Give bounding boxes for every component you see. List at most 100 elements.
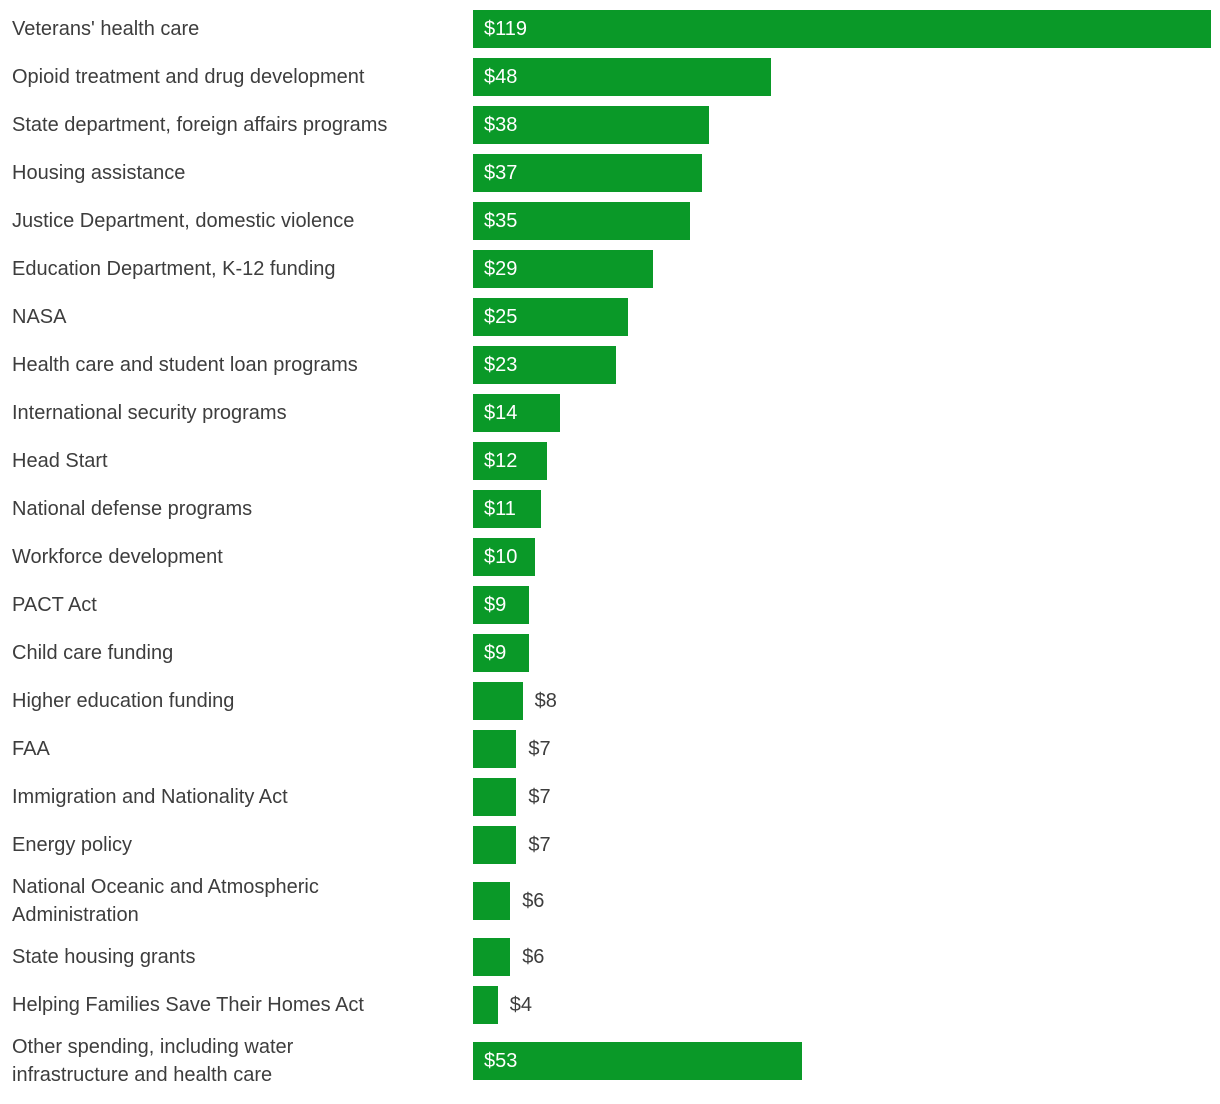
chart-row: Helping Families Save Their Homes Act $4 (0, 981, 1220, 1029)
chart-row: Higher education funding $8 (0, 677, 1220, 725)
bar-cell: $7 (461, 730, 1220, 768)
value-label-inside: $38 (484, 113, 518, 136)
bar: $23 (473, 346, 616, 384)
bar: $35 (473, 202, 690, 240)
bar-cell: $10 (461, 538, 1220, 576)
value-label-inside: $23 (484, 353, 518, 376)
bar (473, 826, 517, 864)
chart-row: State housing grants $6 (0, 933, 1220, 981)
bar (473, 730, 517, 768)
bar: $48 (473, 58, 771, 96)
value-label-inside: $14 (484, 401, 518, 424)
category-label: International security programs (12, 402, 287, 424)
chart-row: Energy policy $7 (0, 821, 1220, 869)
bar: $10 (473, 538, 535, 576)
value-label-inside: $53 (484, 1049, 518, 1072)
value-label-inside: $37 (484, 161, 518, 184)
chart-row: National Oceanic and Atmospheric Adminis… (0, 869, 1220, 933)
category-label: Health care and student loan programs (12, 354, 358, 376)
value-label-outside: $7 (528, 785, 551, 808)
bar (473, 882, 511, 920)
bar: $53 (473, 1042, 802, 1080)
bar-cell: $29 (461, 250, 1220, 288)
bar (473, 682, 523, 720)
value-label-inside: $29 (484, 257, 518, 280)
bar: $119 (473, 10, 1211, 48)
bar-cell: $6 (461, 882, 1220, 920)
category-label: Veterans' health care (12, 18, 200, 40)
category-label: National Oceanic and Atmospheric Adminis… (12, 876, 319, 926)
category-label: Workforce development (12, 546, 223, 568)
bar: $9 (473, 634, 529, 672)
value-label-inside: $9 (484, 593, 507, 616)
value-label-inside: $35 (484, 209, 518, 232)
category-label: Energy policy (12, 834, 133, 856)
bar-cell: $38 (461, 106, 1220, 144)
category-label: Opioid treatment and drug development (12, 66, 365, 88)
chart-row: Other spending, including water infrastr… (0, 1029, 1220, 1093)
value-label-inside: $10 (484, 545, 518, 568)
value-label-inside: $25 (484, 305, 518, 328)
chart-row: National defense programs $11 (0, 485, 1220, 533)
chart-row: Immigration and Nationality Act $7 (0, 773, 1220, 821)
chart-row: Veterans' health care $119 (0, 5, 1220, 53)
bar-cell: $9 (461, 586, 1220, 624)
value-label-inside: $9 (484, 641, 507, 664)
chart-row: State department, foreign affairs progra… (0, 101, 1220, 149)
bar-cell: $53 (461, 1042, 1220, 1080)
category-label: State department, foreign affairs progra… (12, 114, 388, 136)
bar-cell: $6 (461, 938, 1220, 976)
value-label-outside: $6 (522, 945, 545, 968)
chart-rows: Veterans' health care $119 Opioid treatm… (0, 5, 1220, 1093)
category-label: State housing grants (12, 946, 196, 968)
chart-row: Health care and student loan programs $2… (0, 341, 1220, 389)
category-label: Other spending, including water infrastr… (12, 1036, 294, 1086)
value-label-inside: $12 (484, 449, 518, 472)
bar (473, 986, 498, 1024)
bar-cell: $7 (461, 778, 1220, 816)
bar: $12 (473, 442, 548, 480)
chart-row: Housing assistance $37 (0, 149, 1220, 197)
chart-row: Opioid treatment and drug development $4… (0, 53, 1220, 101)
bar-cell: $11 (461, 490, 1220, 528)
bar-cell: $8 (461, 682, 1220, 720)
bar: $29 (473, 250, 653, 288)
chart-row: NASA $25 (0, 293, 1220, 341)
value-label-outside: $8 (534, 689, 557, 712)
value-label-inside: $48 (484, 65, 518, 88)
bar: $38 (473, 106, 709, 144)
value-label-outside: $7 (528, 833, 551, 856)
bar-cell: $14 (461, 394, 1220, 432)
category-label: NASA (12, 306, 67, 328)
bar (473, 778, 517, 816)
value-label-outside: $4 (509, 993, 533, 1016)
chart-row: Head Start $12 (0, 437, 1220, 485)
value-label-outside: $6 (522, 889, 545, 912)
bar-cell: $25 (461, 298, 1220, 336)
chart-row: Justice Department, domestic violence $3… (0, 197, 1220, 245)
bar-cell: $7 (461, 826, 1220, 864)
chart-row: FAA $7 (0, 725, 1220, 773)
category-label: Housing assistance (12, 162, 186, 184)
chart-row: PACT Act $9 (0, 581, 1220, 629)
bar: $9 (473, 586, 529, 624)
category-label: FAA (12, 738, 50, 760)
category-label: Child care funding (12, 642, 174, 664)
bar-cell: $4 (461, 986, 1220, 1024)
bar-cell: $48 (461, 58, 1220, 96)
value-label-outside: $7 (528, 737, 551, 760)
bar-cell: $9 (461, 634, 1220, 672)
category-label: National defense programs (12, 498, 253, 520)
bar (473, 938, 511, 976)
chart-row: International security programs $14 (0, 389, 1220, 437)
bar: $14 (473, 394, 560, 432)
bar: $11 (473, 490, 542, 528)
bar-cell: $23 (461, 346, 1220, 384)
category-label: PACT Act (12, 594, 97, 616)
category-label: Education Department, K-12 funding (12, 258, 336, 280)
category-label: Helping Families Save Their Homes Act (12, 994, 364, 1016)
bar-cell: $37 (461, 154, 1220, 192)
category-label: Higher education funding (12, 690, 235, 712)
category-label: Head Start (12, 450, 108, 472)
